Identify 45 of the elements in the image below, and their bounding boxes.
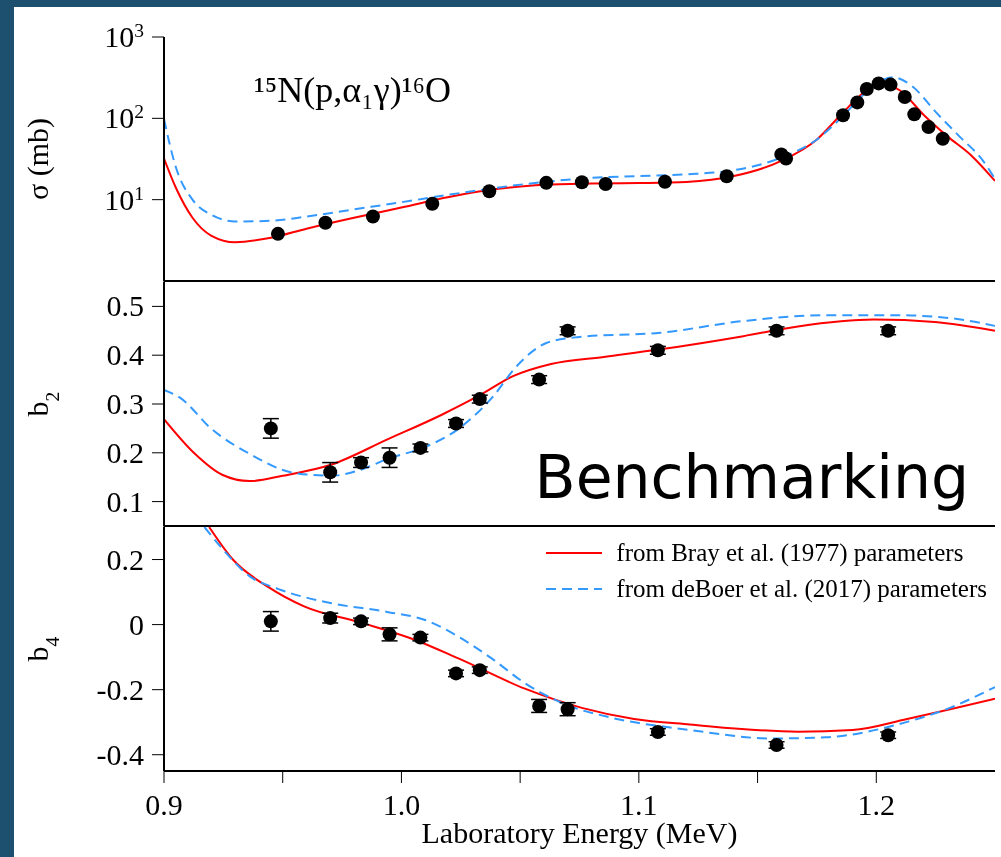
point <box>425 196 440 211</box>
legend-label: from deBoer et al. (2017) parameters <box>616 574 987 605</box>
point <box>539 175 554 190</box>
point <box>365 209 380 224</box>
y-tick-label: 0.4 <box>106 338 144 372</box>
point <box>323 465 338 480</box>
point <box>574 175 589 190</box>
y-tick-label: 10$^{3}$ <box>104 19 144 53</box>
y-tick-label: 0.1 <box>106 484 144 518</box>
point <box>779 151 794 166</box>
x-tick-label: 0.9 <box>145 788 183 821</box>
y-tick-label: 0 <box>129 607 144 641</box>
point <box>382 450 397 465</box>
y-tick-label: -0.4 <box>96 737 144 771</box>
point <box>883 77 898 92</box>
y-tick-label: 10$^{2}$ <box>104 100 144 135</box>
y-tick-label: 0.2 <box>106 542 144 576</box>
y-axis-title: σ (mb) <box>21 118 55 200</box>
y-tick-label: 0.2 <box>106 435 144 469</box>
y-tick-label: -0.2 <box>96 672 144 706</box>
x-tick-label: 1.2 <box>857 788 896 821</box>
y-tick-label: 0.5 <box>106 289 144 323</box>
point <box>859 82 874 97</box>
point <box>598 176 613 191</box>
annotation: ¹⁵N(p,α₁γ)¹⁶O <box>254 69 451 111</box>
point <box>871 76 886 91</box>
line-series <box>164 76 995 223</box>
point <box>263 421 278 436</box>
y-tick-label: 10$^{1}$ <box>104 182 144 216</box>
y-tick-label: 0.3 <box>106 387 144 420</box>
point <box>897 89 912 104</box>
annotation: Benchmarking <box>534 442 969 512</box>
point <box>318 215 333 230</box>
point <box>263 614 278 629</box>
point <box>836 108 851 123</box>
point <box>850 95 865 110</box>
legend-label: from Bray et al. (1977) parameters <box>616 538 964 569</box>
x-tick-label: 1.0 <box>382 788 421 821</box>
point <box>270 226 285 241</box>
point <box>482 184 497 199</box>
point <box>935 131 950 146</box>
point <box>921 120 936 135</box>
point <box>657 174 672 189</box>
point <box>719 169 734 184</box>
point <box>907 107 922 122</box>
